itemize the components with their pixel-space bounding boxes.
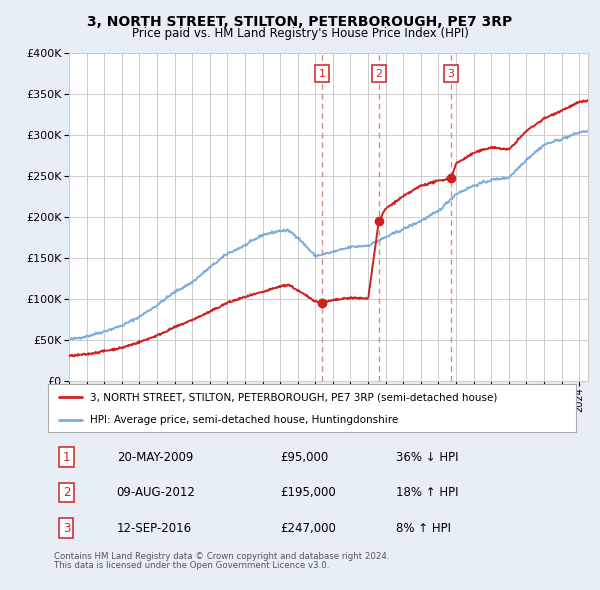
- Text: 3: 3: [447, 68, 454, 78]
- Text: Contains HM Land Registry data © Crown copyright and database right 2024.: Contains HM Land Registry data © Crown c…: [54, 552, 389, 560]
- Text: HPI: Average price, semi-detached house, Huntingdonshire: HPI: Average price, semi-detached house,…: [90, 415, 398, 425]
- Text: £195,000: £195,000: [280, 486, 336, 499]
- Text: 8% ↑ HPI: 8% ↑ HPI: [397, 522, 451, 535]
- Text: 2: 2: [375, 68, 382, 78]
- Text: This data is licensed under the Open Government Licence v3.0.: This data is licensed under the Open Gov…: [54, 560, 329, 569]
- Text: 12-SEP-2016: 12-SEP-2016: [116, 522, 192, 535]
- Text: 36% ↓ HPI: 36% ↓ HPI: [397, 451, 459, 464]
- Text: 2: 2: [63, 486, 70, 499]
- Text: 3, NORTH STREET, STILTON, PETERBOROUGH, PE7 3RP: 3, NORTH STREET, STILTON, PETERBOROUGH, …: [88, 15, 512, 29]
- Text: 1: 1: [319, 68, 325, 78]
- Text: 09-AUG-2012: 09-AUG-2012: [116, 486, 196, 499]
- Text: 3, NORTH STREET, STILTON, PETERBOROUGH, PE7 3RP (semi-detached house): 3, NORTH STREET, STILTON, PETERBOROUGH, …: [90, 392, 497, 402]
- Text: Price paid vs. HM Land Registry's House Price Index (HPI): Price paid vs. HM Land Registry's House …: [131, 27, 469, 40]
- Text: 3: 3: [63, 522, 70, 535]
- Text: 18% ↑ HPI: 18% ↑ HPI: [397, 486, 459, 499]
- Text: 20-MAY-2009: 20-MAY-2009: [116, 451, 193, 464]
- Text: £247,000: £247,000: [280, 522, 336, 535]
- Text: £95,000: £95,000: [280, 451, 329, 464]
- Text: 1: 1: [63, 451, 70, 464]
